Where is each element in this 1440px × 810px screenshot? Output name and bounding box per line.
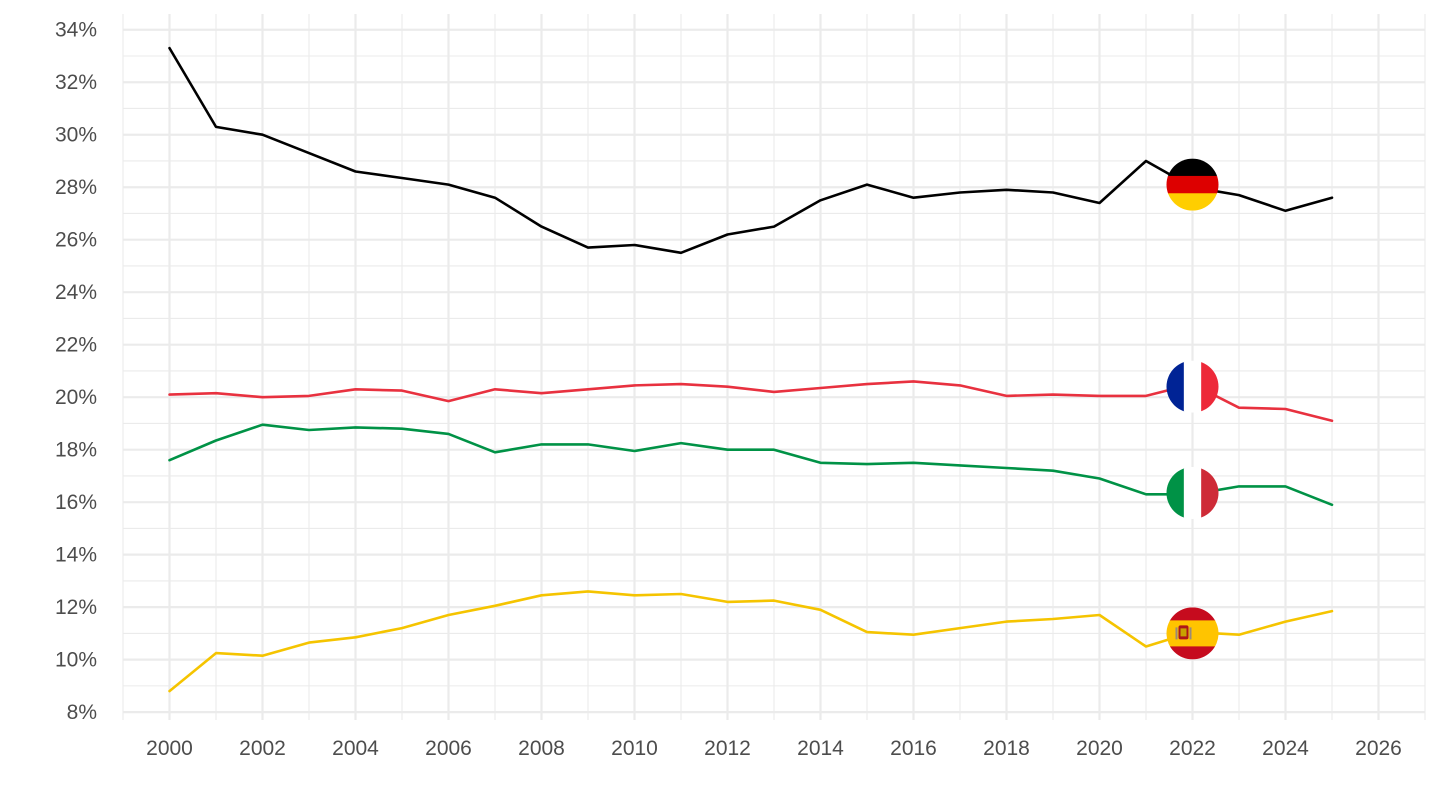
y-tick-label: 10% <box>55 649 97 672</box>
y-tick-label: 16% <box>55 491 97 514</box>
x-tick-label: 2014 <box>797 737 844 760</box>
grid <box>122 14 1426 720</box>
y-tick-label: 8% <box>67 701 97 724</box>
y-tick-label: 12% <box>55 596 97 619</box>
y-tick-label: 20% <box>55 386 97 409</box>
x-tick-label: 2012 <box>704 737 751 760</box>
x-tick-label: 2010 <box>611 737 658 760</box>
x-tick-label: 2022 <box>1169 737 1216 760</box>
x-tick-label: 2002 <box>239 737 286 760</box>
spain-flag <box>1166 607 1219 660</box>
x-axis-tick-labels: 2000 2002 2004 2006 2008 2010 2012 2014 2016 2018… <box>146 737 1402 760</box>
germany-series-line <box>168 46 1334 255</box>
y-tick-label: 34% <box>55 19 97 42</box>
italy-flag <box>1166 466 1219 519</box>
x-tick-label: 2006 <box>425 737 472 760</box>
germany-flag <box>1166 158 1219 211</box>
x-tick-label: 2020 <box>1076 737 1123 760</box>
y-tick-label: 26% <box>55 229 97 252</box>
x-tick-label: 2004 <box>332 737 379 760</box>
france-series-line <box>168 380 1334 423</box>
x-tick-label: 2000 <box>146 737 193 760</box>
x-tick-label: 2016 <box>890 737 937 760</box>
y-tick-label: 30% <box>55 124 97 147</box>
x-tick-label: 2008 <box>518 737 565 760</box>
series-lines <box>168 46 1334 693</box>
y-tick-label: 28% <box>55 176 97 199</box>
x-tick-label: 2026 <box>1355 737 1402 760</box>
y-axis-tick-labels: 8% 10% 12% 14% 16% 18% 20% 22% 24% 26% 28% 30% 32% 34… <box>55 19 97 724</box>
y-tick-label: 18% <box>55 439 97 462</box>
x-tick-label: 2024 <box>1262 737 1309 760</box>
y-tick-label: 24% <box>55 281 97 304</box>
y-tick-label: 22% <box>55 334 97 357</box>
x-tick-label: 2018 <box>983 737 1030 760</box>
italy-series-line <box>168 423 1334 507</box>
y-tick-label: 14% <box>55 544 97 567</box>
spain-series-line <box>168 590 1334 693</box>
y-tick-label: 32% <box>55 71 97 94</box>
france-flag <box>1166 360 1219 413</box>
